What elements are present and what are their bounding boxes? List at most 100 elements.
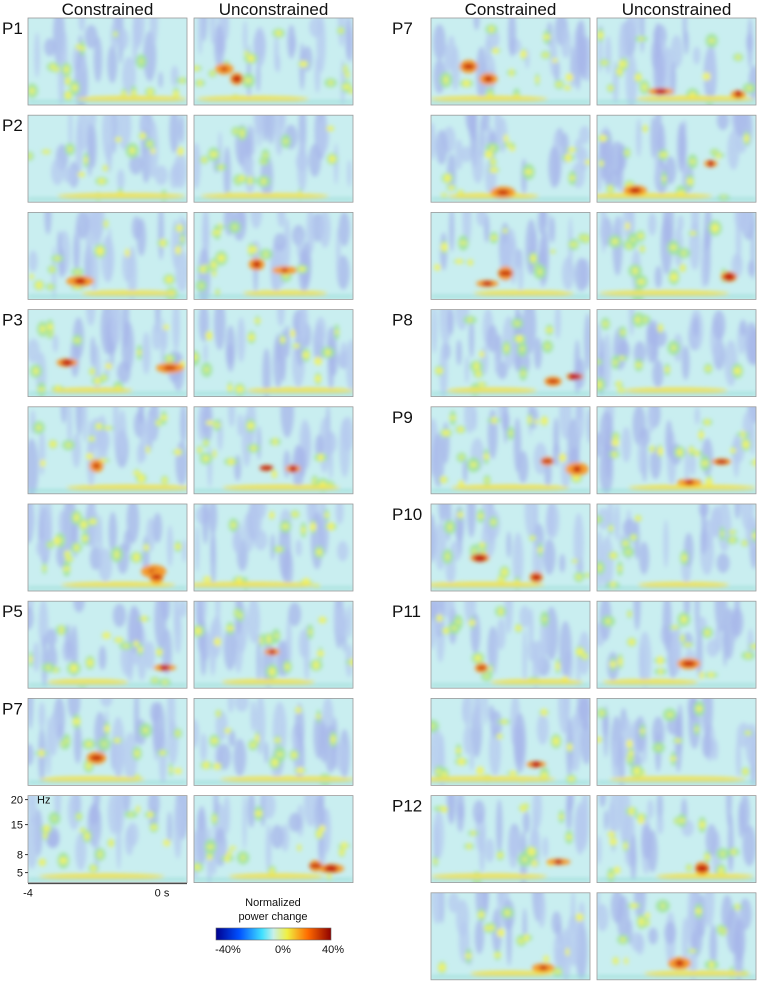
- mid-power-core: [628, 807, 635, 816]
- low-power: [298, 447, 307, 478]
- y-tick-label: 20: [11, 795, 23, 807]
- low-power: [172, 309, 180, 352]
- mid-power-core: [503, 228, 508, 233]
- mid-power-core: [602, 321, 609, 326]
- low-power: [214, 24, 225, 68]
- low-power: [253, 115, 264, 136]
- mid-power-core: [617, 388, 626, 394]
- mid-power-core: [720, 851, 725, 856]
- base-line: [597, 587, 756, 589]
- low-power: [431, 513, 436, 563]
- mid-power-core: [431, 724, 435, 728]
- mid-power-core: [609, 661, 617, 668]
- low-power: [28, 743, 34, 766]
- low-power: [704, 892, 715, 928]
- low-power: [282, 548, 294, 589]
- mid-power-core: [90, 368, 95, 375]
- mid-power-core: [76, 814, 81, 819]
- low-power: [633, 601, 641, 631]
- mid-power-core: [672, 625, 678, 630]
- mid-power-core: [97, 178, 106, 184]
- mid-power-core: [263, 153, 268, 158]
- low-power: [486, 324, 499, 353]
- mid-power-core: [490, 167, 498, 173]
- mid-power-core: [326, 126, 334, 132]
- mid-power-core: [136, 350, 143, 355]
- low-power: [482, 698, 488, 726]
- mid-power-core: [523, 934, 530, 942]
- low-power: [508, 18, 517, 57]
- mid-power-core: [633, 767, 641, 776]
- mid-power-core: [65, 738, 69, 744]
- band: [243, 290, 328, 297]
- mid-power-core: [114, 637, 123, 643]
- low-power: [431, 122, 436, 160]
- mid-power-core: [114, 137, 123, 142]
- mid-power-core: [73, 285, 81, 290]
- mid-power-core: [524, 803, 528, 808]
- low-power: [127, 822, 139, 847]
- low-power: [146, 517, 156, 552]
- low-power: [277, 309, 285, 327]
- mid-power-core: [638, 917, 645, 927]
- mid-power-core: [114, 550, 119, 559]
- low-power: [250, 212, 262, 229]
- low-power: [656, 814, 664, 835]
- low-power: [597, 508, 610, 530]
- low-power: [75, 832, 87, 871]
- mid-power-core: [509, 770, 517, 776]
- mid-power-core: [254, 810, 263, 817]
- mid-power-core: [624, 150, 630, 155]
- panel-frame: [596, 503, 757, 592]
- mid-power-core: [226, 851, 233, 856]
- mid-power-core: [484, 674, 489, 679]
- low-power: [283, 218, 291, 269]
- spectrogram: [28, 601, 187, 689]
- low-power: [196, 601, 204, 653]
- low-power: [602, 129, 614, 188]
- high-power-core: [707, 160, 714, 167]
- low-power: [161, 601, 171, 621]
- low-power: [432, 433, 445, 487]
- low-power: [551, 911, 562, 935]
- high-power-core: [734, 90, 742, 99]
- spectrogram-texture: [28, 309, 187, 397]
- mid-power-core: [205, 420, 214, 426]
- low-power: [117, 409, 127, 459]
- panel-frame: [596, 17, 757, 106]
- low-power: [704, 212, 712, 250]
- spectrogram-texture: [194, 795, 353, 883]
- low-power: [447, 309, 454, 336]
- low-power: [599, 337, 605, 376]
- spectrogram: [194, 309, 353, 397]
- spectrogram-texture: [431, 406, 590, 492]
- panel-frame: [430, 892, 591, 981]
- mid-power-core: [49, 284, 53, 290]
- low-power: [492, 632, 498, 675]
- mid-power-core: [269, 667, 276, 676]
- low-power: [67, 406, 73, 450]
- mid-power-core: [96, 246, 104, 256]
- mid-power-core: [617, 657, 623, 666]
- low-power: [152, 512, 163, 543]
- low-power: [82, 406, 88, 443]
- mid-power-core: [742, 768, 749, 775]
- low-power: [117, 28, 129, 51]
- low-power: [44, 212, 52, 235]
- mid-power-core: [253, 318, 262, 323]
- low-power: [543, 538, 556, 575]
- low-power: [482, 504, 493, 535]
- low-power: [549, 36, 558, 76]
- mid-power-core: [449, 416, 457, 420]
- low-power: [316, 119, 330, 154]
- mid-power-core: [147, 88, 153, 96]
- low-power: [75, 121, 83, 176]
- low-power: [597, 835, 602, 865]
- mid-power-core: [609, 838, 618, 846]
- mid-power-core: [631, 535, 637, 540]
- mid-power-core: [309, 522, 317, 532]
- mid-power-core: [666, 713, 674, 717]
- low-power: [197, 18, 203, 55]
- low-power: [88, 510, 101, 549]
- mid-power-core: [302, 351, 310, 359]
